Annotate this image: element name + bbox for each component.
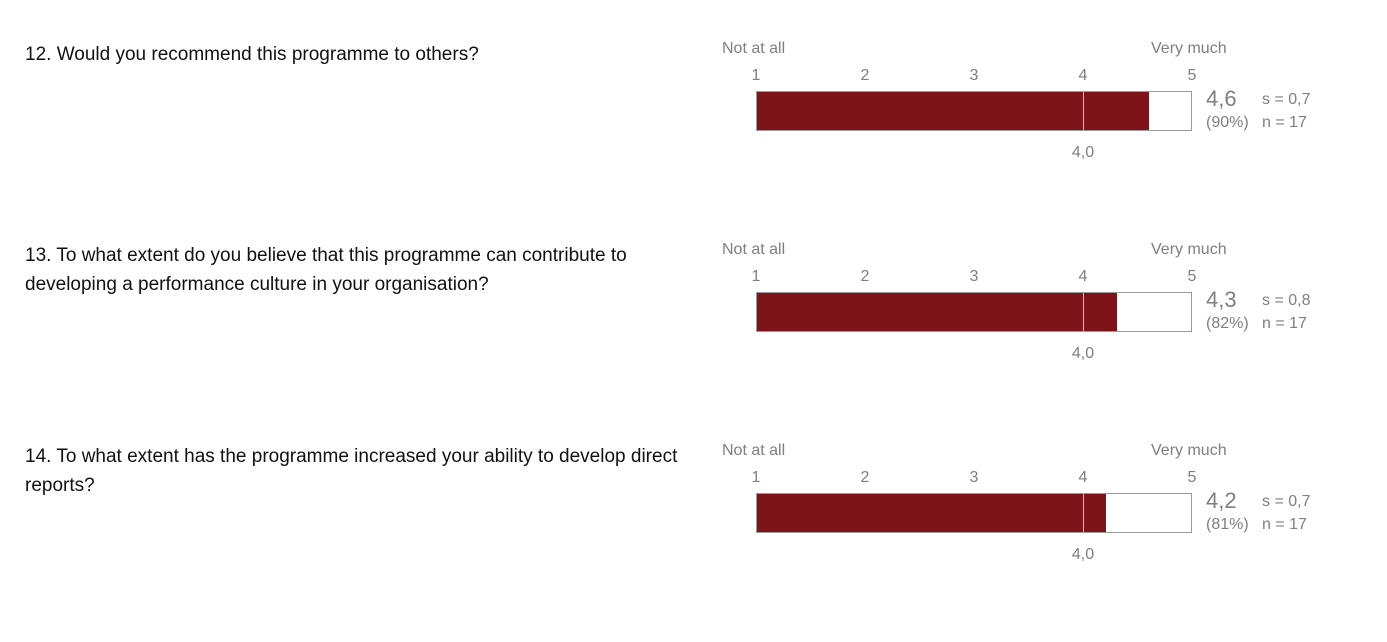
tick-label: 5 <box>1187 268 1197 285</box>
tick-label: 2 <box>860 469 870 486</box>
survey-item: 12. Would you recommend this programme t… <box>0 40 1387 240</box>
question-text: 12. Would you recommend this programme t… <box>25 44 479 65</box>
tick-label: 5 <box>1187 67 1197 84</box>
tick-label: 2 <box>860 268 870 285</box>
mean-bar <box>757 494 1106 532</box>
percent-value: (81%) <box>1206 516 1249 533</box>
tick-label: 3 <box>969 268 979 285</box>
mean-value: 4,6 <box>1206 86 1237 111</box>
scale-max-label: Very much <box>1151 241 1227 258</box>
sample-size: n = 17 <box>1262 114 1307 131</box>
sample-size: n = 17 <box>1262 516 1307 533</box>
tick-label: 1 <box>751 469 761 486</box>
reference-line <box>1083 92 1084 130</box>
mean-value: 4,3 <box>1206 287 1237 312</box>
tick-label: 3 <box>969 67 979 84</box>
survey-item: 14. To what extent has the programme inc… <box>0 442 1387 642</box>
std-dev: s = 0,8 <box>1262 292 1311 309</box>
question-text: 14. To what extent has the programme inc… <box>25 446 678 496</box>
std-dev: s = 0,7 <box>1262 91 1311 108</box>
scale-max-label: Very much <box>1151 442 1227 459</box>
scale-min-label: Not at all <box>722 442 786 459</box>
scale-max-label: Very much <box>1151 40 1227 57</box>
mean-bar <box>757 92 1150 130</box>
tick-label: 4 <box>1078 469 1088 486</box>
tick-label: 1 <box>751 268 761 285</box>
sample-size: n = 17 <box>1262 315 1307 332</box>
reference-label: 4,0 <box>1071 345 1095 362</box>
tick-label: 2 <box>860 67 870 84</box>
scale-min-label: Not at all <box>722 241 786 258</box>
scale-min-label: Not at all <box>722 40 786 57</box>
bar-track <box>756 493 1192 533</box>
tick-label: 1 <box>751 67 761 84</box>
bar-track <box>756 91 1192 131</box>
reference-line <box>1083 293 1084 331</box>
mean-value: 4,2 <box>1206 488 1237 513</box>
tick-label: 5 <box>1187 469 1197 486</box>
reference-label: 4,0 <box>1071 546 1095 563</box>
question-text: 13. To what extent do you believe that t… <box>25 245 627 295</box>
bar-track <box>756 292 1192 332</box>
tick-label: 4 <box>1078 67 1088 84</box>
std-dev: s = 0,7 <box>1262 493 1311 510</box>
percent-value: (82%) <box>1206 315 1249 332</box>
reference-label: 4,0 <box>1071 144 1095 161</box>
tick-label: 3 <box>969 469 979 486</box>
reference-line <box>1083 494 1084 532</box>
tick-label: 4 <box>1078 268 1088 285</box>
percent-value: (90%) <box>1206 114 1249 131</box>
survey-item: 13. To what extent do you believe that t… <box>0 241 1387 441</box>
mean-bar <box>757 293 1117 331</box>
